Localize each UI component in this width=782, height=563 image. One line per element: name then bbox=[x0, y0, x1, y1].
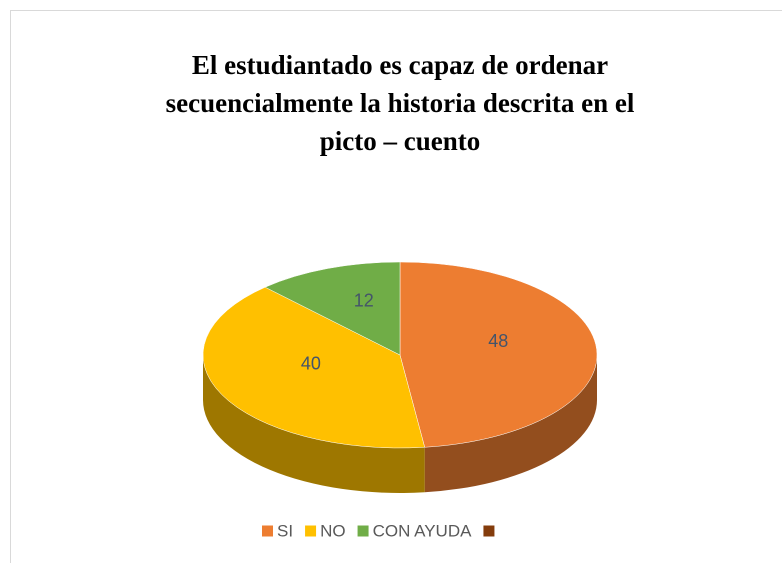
legend-label: CON AYUDA bbox=[373, 521, 473, 540]
legend-swatch bbox=[357, 525, 369, 537]
slice bbox=[264, 261, 401, 356]
legend-label: NO bbox=[320, 521, 346, 540]
data-label: 40 bbox=[301, 354, 321, 374]
slice-top bbox=[264, 261, 401, 356]
legend-swatch bbox=[483, 525, 495, 537]
slice-side bbox=[424, 355, 597, 493]
chart-title: secuencialmente la historia descrita en … bbox=[166, 88, 635, 118]
legend-swatch bbox=[305, 525, 317, 537]
legend-swatch bbox=[262, 525, 273, 537]
slice-top bbox=[399, 261, 598, 448]
slice bbox=[399, 261, 598, 493]
data-label: 12 bbox=[354, 291, 374, 311]
slice bbox=[202, 286, 426, 493]
slice-side bbox=[203, 355, 425, 493]
chart-title: picto – cuento bbox=[320, 126, 480, 156]
data-label: 48 bbox=[488, 331, 508, 351]
slice-top bbox=[202, 286, 426, 449]
chart-title: El estudiantado es capaz de ordenar bbox=[192, 50, 608, 80]
legend-label: SI bbox=[277, 521, 293, 540]
